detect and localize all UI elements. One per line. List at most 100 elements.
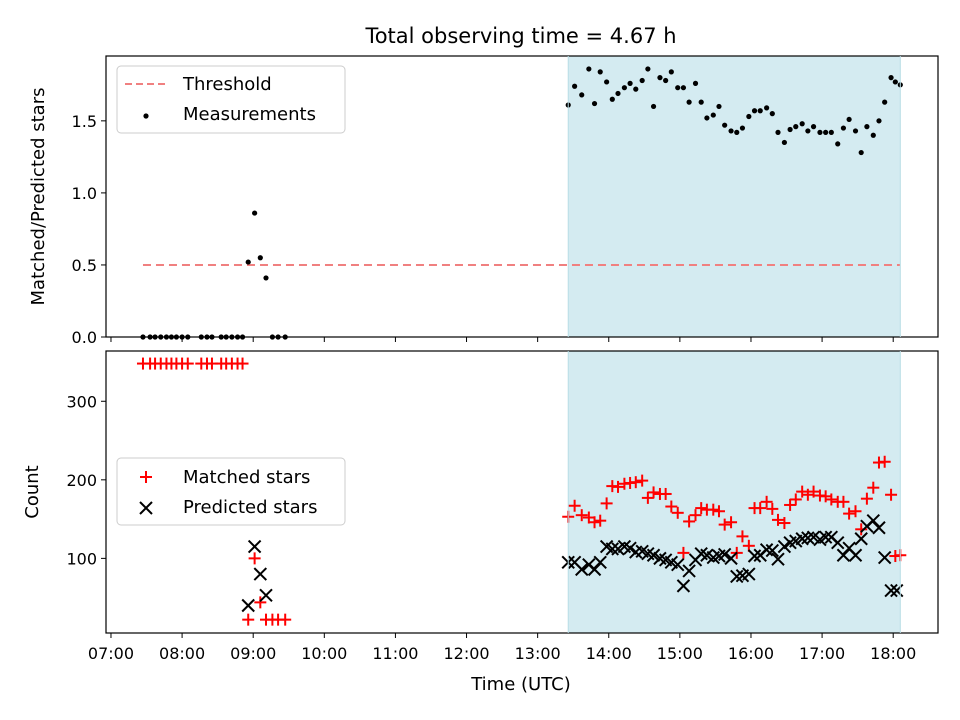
- predicted-star-point: [848, 548, 863, 562]
- measurement-point: [751, 108, 758, 114]
- top-legend-box: [116, 65, 346, 134]
- measurement-point: [769, 111, 775, 117]
- measurement-point: [888, 75, 894, 81]
- matched-star-point: [683, 515, 696, 528]
- measurement-point: [764, 105, 770, 111]
- matched-star-point: [878, 455, 891, 468]
- measurement-point: [810, 124, 817, 130]
- measurement-point: [710, 112, 716, 118]
- measurement-point: [876, 118, 882, 124]
- measurement-point: [823, 129, 829, 135]
- measurement-point: [739, 125, 746, 131]
- matched-star-point: [766, 502, 779, 515]
- y-tick-label: 0.0: [72, 328, 97, 347]
- y-tick-label: 200: [66, 471, 97, 490]
- predicted-star-point: [759, 543, 774, 557]
- predicted-stars-legend-label: Predicted stars: [183, 497, 317, 518]
- matched-star-point: [236, 357, 249, 370]
- measurement-point: [799, 121, 805, 127]
- matched-star-point: [594, 514, 607, 527]
- measurement-point: [787, 126, 793, 133]
- matched-stars-legend-label: Matched stars: [183, 467, 310, 488]
- predicted-stars-legend-swatch: [139, 501, 153, 515]
- measurement-point: [757, 108, 763, 114]
- measurement-point: [793, 124, 799, 130]
- x-tick-label: 10:00: [301, 644, 347, 663]
- measurement-point: [627, 80, 633, 86]
- measurement-point: [645, 66, 651, 72]
- x-tick-label: 08:00: [159, 644, 205, 663]
- matched-star-point: [754, 502, 767, 515]
- predicted-star-point: [623, 541, 637, 555]
- matched-star-point: [575, 509, 588, 522]
- matched-star-point: [279, 613, 292, 626]
- predicted-star-point: [747, 549, 762, 563]
- measurement-point: [858, 149, 864, 156]
- measurement-point: [663, 77, 669, 84]
- predicted-star-point: [730, 569, 744, 584]
- measurement-point: [586, 66, 592, 72]
- measurement-point: [817, 129, 823, 135]
- matched-star-point: [825, 493, 838, 506]
- matched-star-point: [712, 505, 725, 518]
- predicted-star-point: [777, 539, 792, 554]
- matched-star-point: [837, 495, 850, 508]
- measurement-point: [722, 122, 728, 128]
- predicted-star-point: [682, 564, 696, 578]
- predicted-star-point: [877, 550, 892, 565]
- x-axis-label: Time (UTC): [470, 674, 571, 695]
- measurement-point: [604, 79, 610, 85]
- measurement-point: [263, 275, 269, 281]
- y-tick-label: 0.5: [72, 256, 97, 275]
- bottom-y-axis-label: Count: [22, 465, 43, 518]
- y-tick-label: 1.0: [72, 184, 97, 203]
- predicted-stars-points: [241, 513, 904, 613]
- measurement-point: [852, 128, 859, 134]
- measurement-point: [775, 129, 781, 135]
- matched-star-point: [641, 491, 654, 504]
- measurement-point: [609, 96, 615, 102]
- top-axes-frame: [105, 55, 939, 338]
- matched-star-point: [772, 513, 784, 526]
- predicted-star-point: [241, 598, 255, 613]
- y-tick-label: 300: [66, 392, 97, 411]
- predicted-star-point: [831, 535, 845, 550]
- predicted-star-point: [765, 543, 780, 558]
- measurement-point: [734, 129, 740, 135]
- measurement-point: [828, 129, 834, 135]
- x-tick-label: 11:00: [372, 644, 418, 663]
- measurement-point: [840, 125, 847, 131]
- top-y-axis-label: Matched/Predicted stars: [28, 88, 49, 306]
- top-panel: 0.0 0.5 1.0 1.5 Matched/Predicted stars Thr…: [28, 55, 939, 347]
- measurement-point: [680, 85, 687, 91]
- predicted-star-point: [724, 551, 738, 566]
- measurement-point: [728, 128, 734, 134]
- matched-star-point: [588, 516, 601, 529]
- matched-star-point: [855, 523, 868, 536]
- measurement-point: [781, 139, 788, 146]
- matched-star-point: [665, 500, 678, 513]
- matched-star-point: [242, 613, 255, 626]
- predicted-star-point: [884, 583, 898, 598]
- predicted-star-point: [676, 579, 691, 593]
- predicted-star-point: [575, 562, 589, 577]
- measurement-point: [882, 99, 888, 105]
- predicted-star-point: [593, 555, 607, 570]
- predicted-star-point: [671, 557, 685, 572]
- measurement-point: [746, 113, 752, 120]
- matched-star-point: [248, 552, 261, 565]
- matched-star-point: [789, 493, 802, 506]
- matched-star-point: [689, 509, 702, 522]
- chart-title: Total observing time = 4.67 h: [364, 24, 676, 48]
- measurement-point: [835, 141, 841, 147]
- measurement-point: [245, 259, 251, 265]
- measurement-point: [686, 99, 692, 105]
- y-tick-label: 100: [66, 549, 97, 568]
- x-tick-label: 16:00: [728, 644, 774, 663]
- matched-star-point: [778, 517, 791, 530]
- observing-window-shade-top: [568, 56, 901, 337]
- matched-star-point: [636, 474, 649, 487]
- measurement-point: [892, 79, 898, 85]
- x-tick-label: 07:00: [88, 644, 134, 663]
- measurements-legend-label: Measurements: [183, 104, 316, 125]
